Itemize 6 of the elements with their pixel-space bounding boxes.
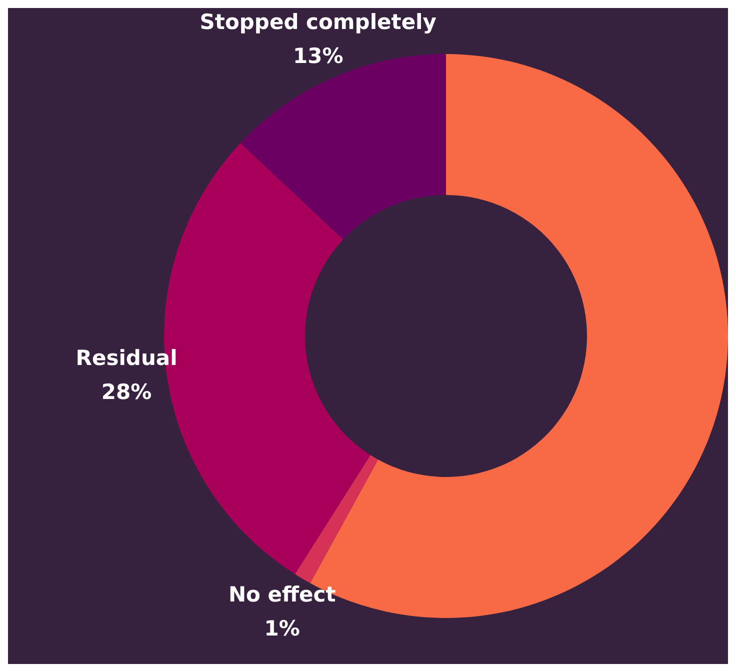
slice-label: Residual: [76, 346, 178, 370]
slice-label: No effect: [228, 582, 336, 607]
data-label: 28%: [101, 380, 152, 404]
slice-label: Stopped completely: [200, 10, 437, 34]
data-label: 13%: [292, 44, 344, 68]
data-label: 1%: [264, 616, 300, 641]
